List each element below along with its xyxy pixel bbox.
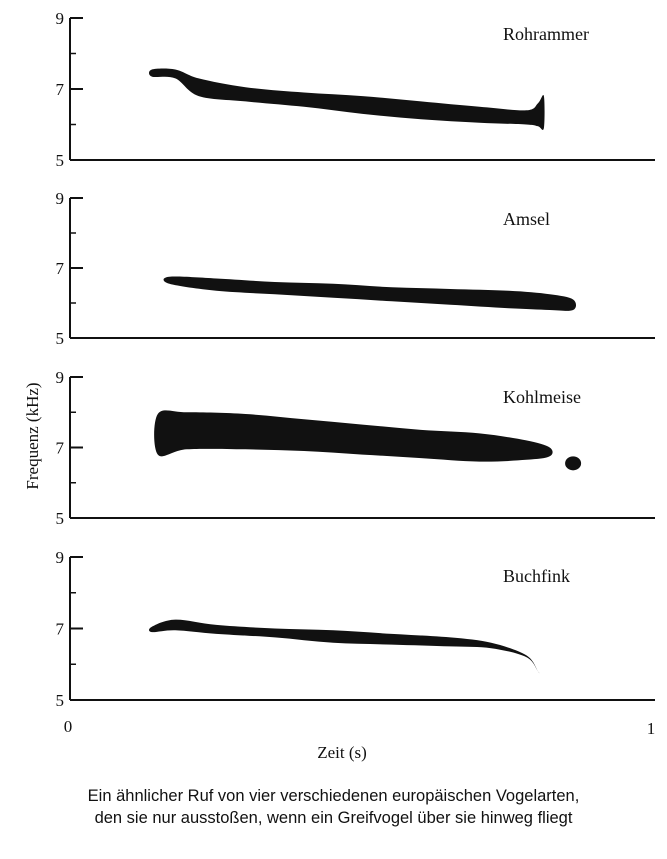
species-label: Amsel <box>503 209 550 229</box>
spectrogram-chart: 9 7 5 Rohrammer 9 7 5 Amsel 9 7 5 Kohlmeise 9 7 5 Buchf… <box>23 9 656 762</box>
syllable-kohlmeise <box>154 410 553 462</box>
syllable-buchfink <box>148 619 540 674</box>
figure-caption: Ein ähnlicher Ruf von vier verschiedenen… <box>0 785 667 829</box>
y-tick-label: 9 <box>56 189 65 208</box>
species-label: Kohlmeise <box>503 387 581 407</box>
y-tick-label: 5 <box>56 329 65 348</box>
species-label: Rohrammer <box>503 24 589 44</box>
y-tick-label: 7 <box>56 439 65 458</box>
syllable-dot <box>565 456 582 471</box>
y-tick-label: 7 <box>56 259 65 278</box>
y-tick-label: 7 <box>56 80 65 99</box>
y-tick-label: 9 <box>56 9 65 28</box>
y-tick-label: 5 <box>56 691 65 710</box>
syllable-amsel <box>163 276 577 311</box>
y-tick-label: 5 <box>56 151 65 170</box>
y-axis-title: Frequenz (kHz) <box>23 382 42 489</box>
caption-line-1: Ein ähnlicher Ruf von vier verschiedenen… <box>87 787 580 805</box>
caption-line-2: den sie nur ausstoßen, wenn ein Greifvog… <box>94 809 573 827</box>
y-tick-label: 5 <box>56 509 65 528</box>
y-tick-label: 9 <box>56 548 65 567</box>
x-axis-title: Zeit (s) <box>317 743 367 762</box>
syllable-rohrammer <box>148 68 545 130</box>
x-tick-label: 0 <box>64 717 73 736</box>
y-tick-label: 9 <box>56 368 65 387</box>
x-tick-label: 1 <box>647 719 656 738</box>
species-label: Buchfink <box>503 566 570 586</box>
y-tick-label: 7 <box>56 620 65 639</box>
